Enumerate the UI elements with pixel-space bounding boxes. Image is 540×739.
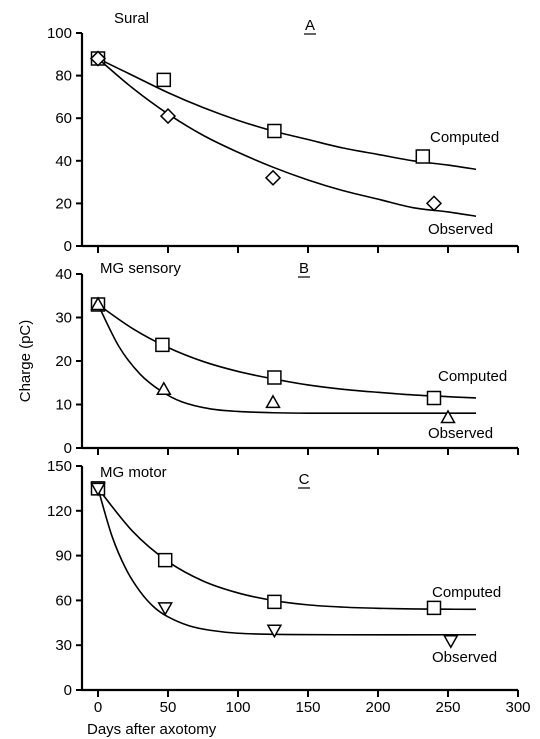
data-point [267, 123, 282, 139]
series-label: Computed [432, 584, 501, 601]
series-line [97, 487, 477, 611]
panel-letter: C [299, 471, 310, 488]
series-observed: Observed [89, 50, 493, 238]
series-label: Computed [438, 368, 507, 385]
data-point [159, 108, 177, 125]
panel-letter: B [299, 260, 309, 277]
series-label: Observed [428, 425, 493, 442]
x-tick-label: 0 [94, 699, 102, 716]
series-line [97, 304, 476, 415]
data-point [157, 552, 173, 568]
y-tick-label: 0 [64, 238, 72, 255]
series-line [97, 488, 477, 636]
series-computed: Computed [90, 51, 499, 171]
data-point [426, 390, 442, 406]
y-tick-label: 30 [55, 310, 72, 327]
series-label: Observed [432, 649, 497, 666]
data-point [264, 169, 282, 186]
panel-c: 0 30 60 90 120 150 0 50 100 150 200 250 300 MG motor C… [47, 458, 531, 716]
series-line [97, 303, 477, 399]
x-tick-label: 100 [225, 699, 250, 716]
data-point [89, 50, 107, 67]
data-point [90, 296, 106, 311]
data-point [156, 72, 172, 88]
x-tick-label: 150 [295, 699, 320, 716]
x-tick-label: 250 [435, 699, 460, 716]
data-point [265, 394, 281, 409]
panel-a: 0 20 40 60 80 100 Sural A Computed Observed [47, 10, 519, 255]
y-tick-label: 60 [55, 592, 72, 609]
data-point [415, 149, 431, 164]
y-tick-label: 60 [55, 110, 72, 127]
y-tick-label: 20 [55, 195, 72, 212]
y-tick-label: 20 [55, 353, 72, 370]
x-axis-label: Days after axotomy [87, 721, 217, 738]
y-tick-label: 90 [55, 548, 72, 565]
y-tick-label: 10 [55, 397, 72, 414]
x-tick-label: 200 [365, 699, 390, 716]
data-point [90, 482, 106, 497]
data-point [266, 624, 283, 639]
y-tick-label: 100 [47, 25, 72, 42]
data-point [155, 337, 170, 353]
y-tick-label: 150 [47, 458, 72, 475]
panel-b: 0 10 20 30 40 MG sensory B Computed Observed [55, 260, 519, 457]
series-computed: Computed [90, 297, 507, 406]
y-tick-label: 30 [55, 637, 72, 654]
data-point [157, 602, 173, 616]
data-point [443, 634, 459, 649]
panel-title: MG sensory [100, 260, 181, 277]
y-axis-label: Charge (pC) [17, 320, 34, 403]
panel-title: Sural [114, 10, 149, 27]
data-point [156, 381, 172, 396]
panel-title: MG motor [100, 464, 167, 481]
data-point [426, 600, 442, 616]
y-tick-label: 0 [64, 682, 72, 699]
y-tick-label: 0 [64, 440, 72, 457]
series-label: Computed [430, 129, 499, 146]
y-tick-label: 40 [55, 153, 72, 170]
x-tick-label: 300 [505, 699, 530, 716]
x-tick-label: 50 [160, 699, 177, 716]
y-tick-label: 120 [47, 503, 72, 520]
data-point [425, 195, 443, 212]
series-line [97, 57, 477, 217]
panel-letter: A [305, 17, 315, 34]
series-observed: Observed [90, 296, 493, 442]
data-point [267, 370, 282, 385]
series-computed: Computed [90, 481, 501, 616]
data-point [440, 409, 456, 424]
data-point [267, 594, 282, 610]
series-observed: Observed [90, 482, 497, 666]
series-label: Observed [428, 221, 493, 238]
y-tick-label: 40 [55, 266, 72, 283]
y-tick-label: 80 [55, 68, 72, 85]
panels: 0 20 40 60 80 100 Sural A Computed Observed 0 10 20 3… [47, 10, 531, 716]
